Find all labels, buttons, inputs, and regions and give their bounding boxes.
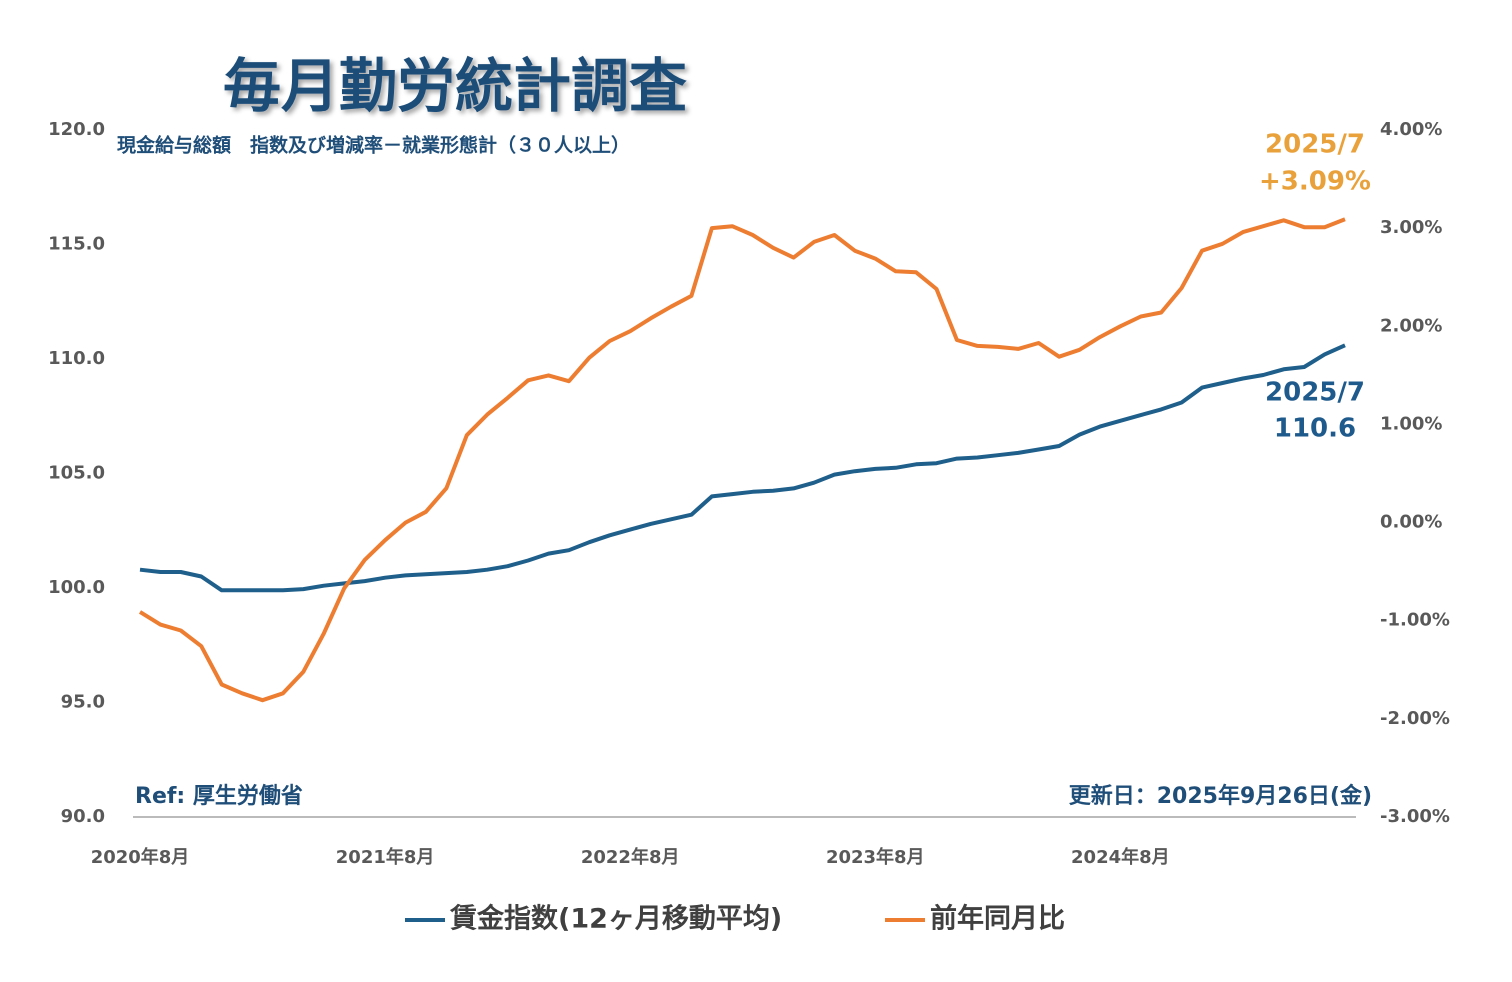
x-tick-label: 2020年8月 bbox=[91, 846, 190, 868]
legend-label: 賃金指数(12ヶ月移動平均) bbox=[449, 903, 782, 935]
x-tick-label: 2021年8月 bbox=[336, 846, 435, 868]
series-line bbox=[138, 217, 1346, 703]
y-tick-label: 100.0 bbox=[48, 577, 105, 598]
y2-tick-label: 1.00% bbox=[1380, 413, 1442, 434]
y2-tick-label: 3.00% bbox=[1380, 217, 1442, 238]
chart-title: 毎月勤労統計調査 bbox=[223, 52, 687, 120]
source-note: Ref: 厚生労働省 bbox=[135, 783, 303, 809]
chart-subtitle: 現金給与総額 指数及び増減率－就業形態計（３０人以上） bbox=[117, 134, 630, 157]
y2-tick-label: 0.00% bbox=[1380, 512, 1442, 533]
y-tick-label: 120.0 bbox=[48, 119, 105, 140]
y-tick-label: 90.0 bbox=[61, 806, 105, 827]
y2-tick-label: 2.00% bbox=[1380, 315, 1442, 336]
y2-tick-label: 4.00% bbox=[1380, 119, 1442, 140]
annotation: 110.6 bbox=[1274, 414, 1356, 444]
y-tick-label: 115.0 bbox=[48, 234, 105, 255]
y2-tick-label: -2.00% bbox=[1380, 708, 1450, 729]
y2-tick-label: -3.00% bbox=[1380, 806, 1450, 827]
annotation: 2025/7 bbox=[1265, 378, 1365, 408]
y-tick-label: 105.0 bbox=[48, 463, 105, 484]
updated-note: 更新日：2025年9月26日(金) bbox=[1069, 783, 1372, 809]
series-line bbox=[139, 343, 1346, 593]
y-tick-label: 95.0 bbox=[61, 692, 105, 713]
annotation: +3.09% bbox=[1259, 167, 1371, 197]
y-tick-label: 110.0 bbox=[48, 348, 105, 369]
x-tick-label: 2024年8月 bbox=[1071, 846, 1170, 868]
x-tick-label: 2023年8月 bbox=[826, 846, 925, 868]
x-tick-label: 2022年8月 bbox=[581, 846, 680, 868]
annotation: 2025/7 bbox=[1265, 130, 1365, 160]
y2-tick-label: -1.00% bbox=[1380, 610, 1450, 631]
legend-label: 前年同月比 bbox=[930, 903, 1065, 935]
